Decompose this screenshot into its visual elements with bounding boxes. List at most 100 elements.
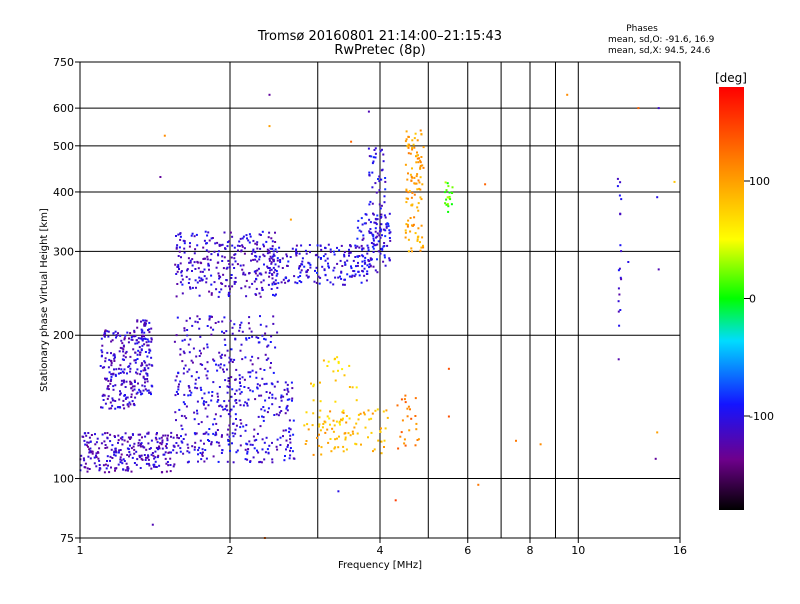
data-point: [145, 322, 147, 325]
data-point: [277, 414, 280, 417]
data-point: [135, 371, 137, 374]
data-point: [199, 270, 202, 273]
data-point: [253, 428, 256, 431]
data-point: [197, 460, 199, 463]
data-point: [169, 457, 172, 460]
data-point: [260, 408, 263, 411]
data-point: [208, 317, 211, 320]
data-point: [355, 422, 358, 425]
data-point: [247, 371, 250, 374]
y-tick-label: 75: [60, 532, 74, 545]
data-point: [133, 359, 136, 362]
data-point: [406, 145, 409, 148]
data-point: [121, 443, 124, 446]
data-point: [410, 204, 413, 207]
data-point: [141, 344, 144, 347]
data-point: [197, 267, 200, 270]
data-point: [186, 268, 189, 271]
data-point: [219, 366, 222, 369]
data-point: [382, 245, 385, 248]
data-point: [274, 268, 277, 271]
data-point: [123, 379, 125, 382]
data-point: [144, 361, 147, 364]
data-point: [176, 434, 178, 437]
data-point: [268, 250, 270, 253]
data-point: [371, 171, 374, 174]
data-point: [379, 216, 382, 219]
data-point: [332, 283, 335, 286]
data-point: [241, 245, 244, 248]
data-point: [134, 381, 136, 383]
data-point: [361, 238, 364, 241]
data-point: [129, 438, 132, 440]
data-point: [203, 392, 206, 395]
data-point: [276, 286, 279, 289]
data-point: [164, 445, 167, 448]
data-point: [168, 451, 171, 454]
data-point: [271, 393, 274, 396]
data-point: [243, 252, 246, 255]
data-point: [251, 363, 254, 366]
data-point: [259, 315, 261, 318]
data-point: [416, 139, 419, 142]
data-point: [241, 237, 244, 240]
data-point: [205, 281, 208, 284]
data-point: [204, 449, 207, 451]
data-point: [114, 454, 117, 457]
data-point: [357, 418, 360, 421]
data-point: [271, 240, 274, 243]
data-point: [226, 433, 229, 436]
data-point: [150, 439, 153, 442]
data-point: [156, 441, 159, 444]
data-point: [216, 400, 219, 403]
data-point: [411, 191, 414, 194]
data-point: [404, 444, 407, 447]
data-point: [204, 367, 207, 370]
data-point: [196, 321, 199, 324]
data-point: [356, 245, 359, 248]
data-point: [198, 279, 201, 282]
data-point: [194, 382, 197, 385]
data-point: [374, 227, 377, 230]
data-point: [280, 410, 283, 412]
data-point: [224, 379, 227, 382]
data-point: [231, 432, 234, 435]
data-point: [286, 383, 289, 386]
data-point: [110, 364, 113, 367]
data-point: [369, 228, 372, 230]
data-point: [136, 326, 139, 329]
data-point: [251, 355, 254, 358]
data-point: [104, 444, 107, 446]
data-point: [136, 353, 139, 356]
data-point: [239, 419, 242, 421]
data-point: [239, 324, 242, 326]
data-point: [257, 415, 260, 418]
data-point: [113, 360, 116, 362]
data-point: [154, 465, 157, 468]
data-point: [268, 125, 271, 128]
data-point: [248, 286, 251, 289]
data-point: [191, 270, 193, 272]
data-point: [293, 275, 296, 278]
data-point: [245, 295, 248, 298]
data-point: [448, 191, 451, 194]
data-point: [268, 251, 271, 254]
data-point: [367, 110, 370, 113]
data-point: [266, 248, 269, 251]
data-point: [337, 490, 340, 493]
data-point: [213, 418, 216, 421]
data-point: [384, 229, 387, 232]
data-point: [145, 462, 148, 465]
data-point: [405, 223, 408, 226]
data-point: [223, 400, 226, 403]
data-point: [256, 247, 259, 250]
data-point: [324, 421, 327, 424]
data-point: [210, 283, 213, 286]
data-point: [104, 329, 107, 332]
data-point: [484, 183, 487, 186]
data-point: [260, 461, 263, 464]
data-point: [407, 250, 410, 253]
data-point: [407, 152, 410, 155]
data-point: [111, 444, 114, 447]
data-point: [210, 333, 213, 336]
